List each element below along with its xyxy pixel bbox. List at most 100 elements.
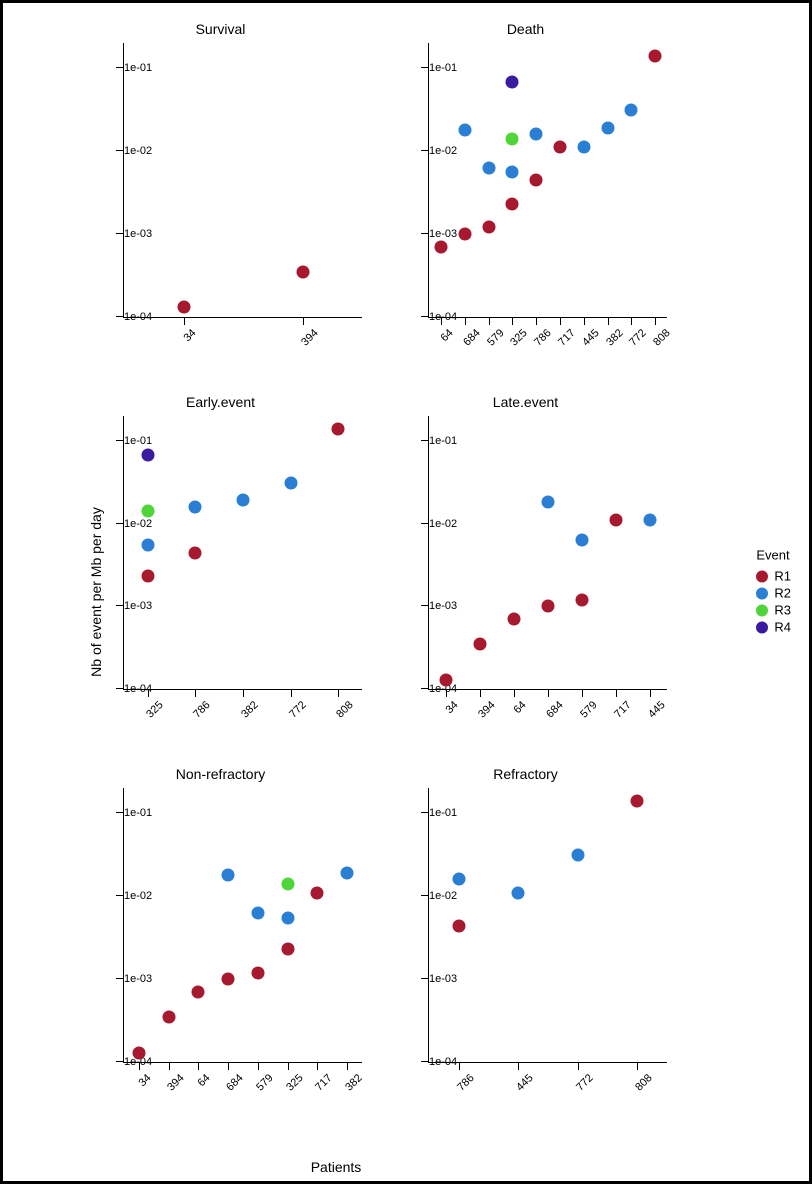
data-point (458, 227, 471, 240)
x-tick (655, 317, 656, 325)
x-tick-label: 808 (334, 699, 355, 720)
x-tick-label: 445 (580, 327, 601, 348)
x-tick-label: 786 (532, 327, 553, 348)
panel-title: Refractory (378, 766, 673, 782)
x-tick-label: 64 (438, 327, 455, 344)
y-tick (421, 233, 429, 234)
data-point (530, 127, 543, 140)
plot-area: 1e-041e-031e-021e-01786445772808 (428, 788, 667, 1063)
panel: Death1e-041e-031e-021e-01646845793257867… (378, 23, 673, 378)
data-point (506, 166, 519, 179)
data-point (141, 505, 154, 518)
x-tick-label: 382 (239, 699, 260, 720)
x-tick-label: 382 (343, 1072, 364, 1093)
x-tick (650, 689, 651, 697)
x-tick (512, 317, 513, 325)
x-tick (291, 689, 292, 697)
data-point (251, 966, 264, 979)
data-point (281, 878, 294, 891)
data-point (649, 49, 662, 62)
data-point (530, 174, 543, 187)
data-point (512, 886, 525, 899)
data-point (132, 1046, 145, 1059)
x-tick (441, 317, 442, 325)
data-point (162, 1010, 175, 1023)
x-tick-label: 325 (508, 327, 529, 348)
y-tick (116, 440, 124, 441)
panel-title: Death (378, 21, 673, 37)
y-tick (116, 812, 124, 813)
x-tick (514, 689, 515, 697)
data-point (341, 867, 354, 880)
data-point (576, 534, 589, 547)
y-tick (421, 978, 429, 979)
y-tick (116, 523, 124, 524)
panel: Survival1e-041e-031e-021e-0134394 (73, 23, 368, 378)
legend-label: R4 (774, 620, 791, 635)
x-tick-label: 684 (224, 1072, 245, 1093)
x-tick-label: 64 (196, 1072, 213, 1089)
x-tick-label: 684 (461, 327, 482, 348)
y-tick (116, 978, 124, 979)
panel: Early.event1e-041e-031e-021e-01325786382… (73, 396, 368, 751)
y-tick (421, 688, 429, 689)
x-tick (184, 317, 185, 325)
x-tick (637, 1062, 638, 1070)
legend-label: R2 (774, 586, 791, 601)
legend-item: R3 (756, 603, 791, 618)
x-tick (465, 317, 466, 325)
x-tick (198, 1062, 199, 1070)
data-point (452, 873, 465, 886)
data-point (284, 476, 297, 489)
panel-title: Non-refractory (73, 766, 368, 782)
x-tick (584, 317, 585, 325)
data-point (508, 613, 521, 626)
plot-area: 1e-041e-031e-021e-01325786382772808 (123, 416, 362, 691)
x-tick-label: 382 (604, 327, 625, 348)
y-tick (116, 67, 124, 68)
y-tick (116, 233, 124, 234)
plot-area: 1e-041e-031e-021e-0134394 (123, 43, 362, 318)
y-tick (421, 440, 429, 441)
data-point (237, 494, 250, 507)
x-tick (548, 689, 549, 697)
y-tick (116, 150, 124, 151)
x-tick (582, 689, 583, 697)
legend-label: R1 (774, 569, 791, 584)
data-point (332, 422, 345, 435)
y-tick (116, 316, 124, 317)
panel: Non-refractory 1e-041e-031e-021e-01343946… (73, 768, 368, 1123)
legend-swatch (756, 604, 768, 616)
data-point (553, 141, 566, 154)
data-point (482, 161, 495, 174)
data-point (434, 240, 447, 253)
legend-label: R3 (774, 603, 791, 618)
legend-swatch (756, 621, 768, 633)
data-point (506, 197, 519, 210)
y-tick (421, 895, 429, 896)
data-point (222, 973, 235, 986)
data-point (625, 104, 638, 117)
x-tick (338, 689, 339, 697)
x-tick-label: 717 (612, 699, 633, 720)
x-tick (148, 689, 149, 697)
x-tick-label: 772 (287, 699, 308, 720)
data-point (189, 500, 202, 513)
legend-swatch (756, 587, 768, 599)
data-point (577, 141, 590, 154)
data-point (542, 600, 555, 613)
x-tick (518, 1062, 519, 1070)
figure: Nb of event per Mb per day Patients Even… (0, 0, 812, 1184)
legend: Event R1R2R3R4 (756, 548, 791, 637)
data-point (610, 514, 623, 527)
data-point (141, 570, 154, 583)
plot-area: 1e-041e-031e-021e-0134394646845793257173… (123, 788, 362, 1063)
x-tick (228, 1062, 229, 1070)
data-point (452, 919, 465, 932)
data-point (506, 132, 519, 145)
y-tick (116, 895, 124, 896)
data-point (458, 123, 471, 136)
y-tick (421, 812, 429, 813)
x-tick-label: 325 (284, 1072, 305, 1093)
x-tick-label: 34 (443, 699, 460, 716)
